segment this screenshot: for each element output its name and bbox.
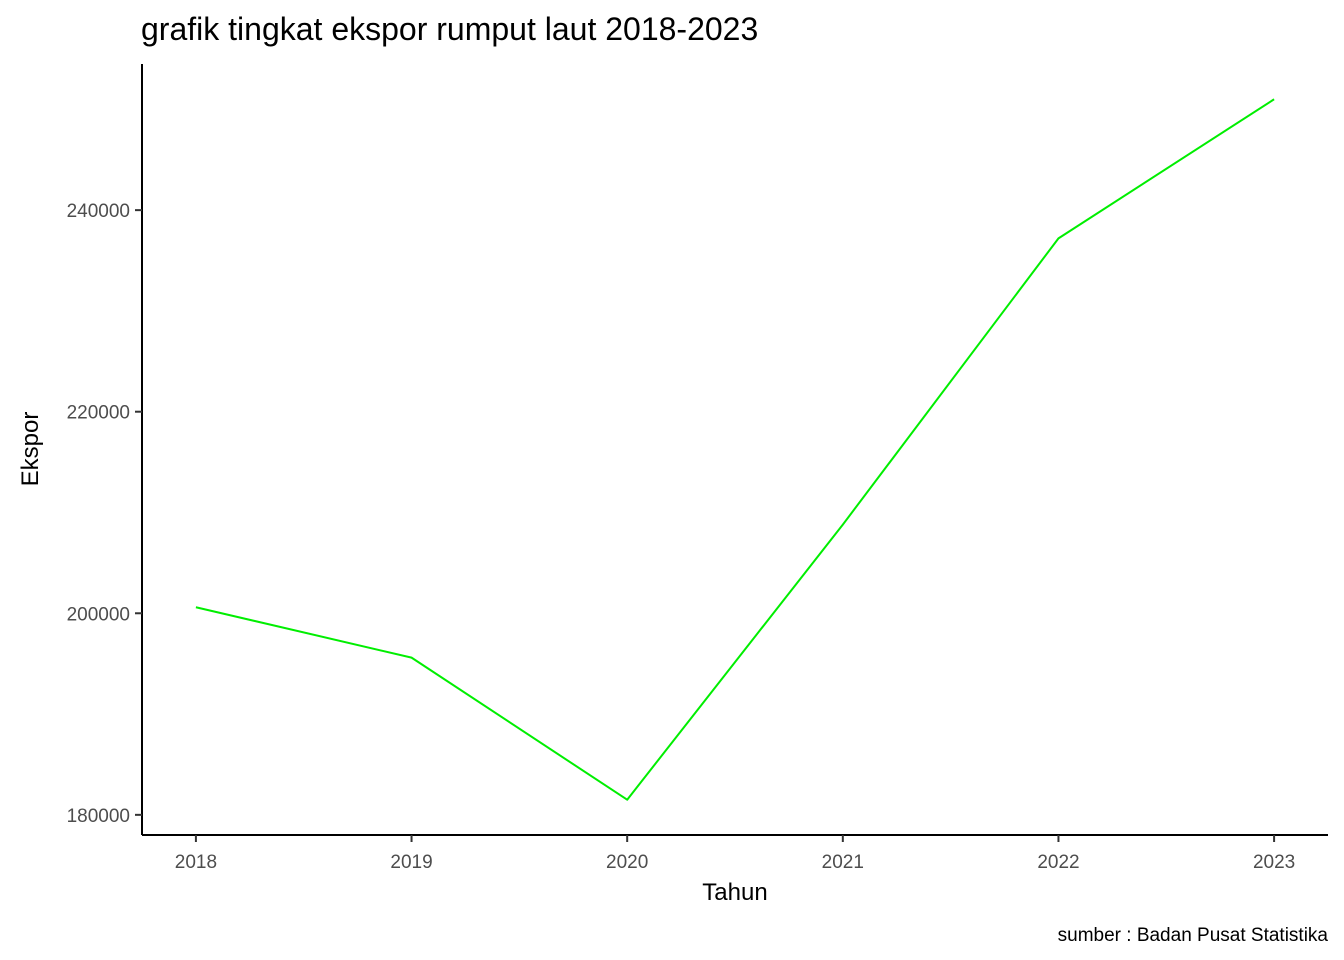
y-tick-label: 180000 [67, 806, 130, 827]
series-layer [195, 98, 1275, 801]
y-tick-label: 220000 [67, 403, 130, 424]
y-tick-label: 240000 [67, 201, 130, 222]
series-line [195, 98, 1275, 801]
x-axis-title: Tahun [702, 879, 767, 906]
x-tick-label: 2020 [606, 852, 648, 873]
y-axis: 180000 200000 220000 240000 [67, 64, 143, 835]
x-axis: 2018 2019 2020 2021 2022 2023 [142, 834, 1328, 873]
x-tick-label: 2019 [390, 852, 432, 873]
x-tick-label: 2023 [1253, 852, 1295, 873]
x-tick-label: 2022 [1037, 852, 1079, 873]
chart-title: grafik tingkat ekspor rumput laut 2018-2… [141, 11, 758, 47]
x-tick-label: 2018 [175, 852, 217, 873]
y-tick-label: 200000 [67, 604, 130, 625]
y-axis-title: Ekspor [17, 412, 44, 487]
caption: sumber : Badan Pusat Statistika [1058, 925, 1329, 946]
x-tick-label: 2021 [822, 852, 864, 873]
